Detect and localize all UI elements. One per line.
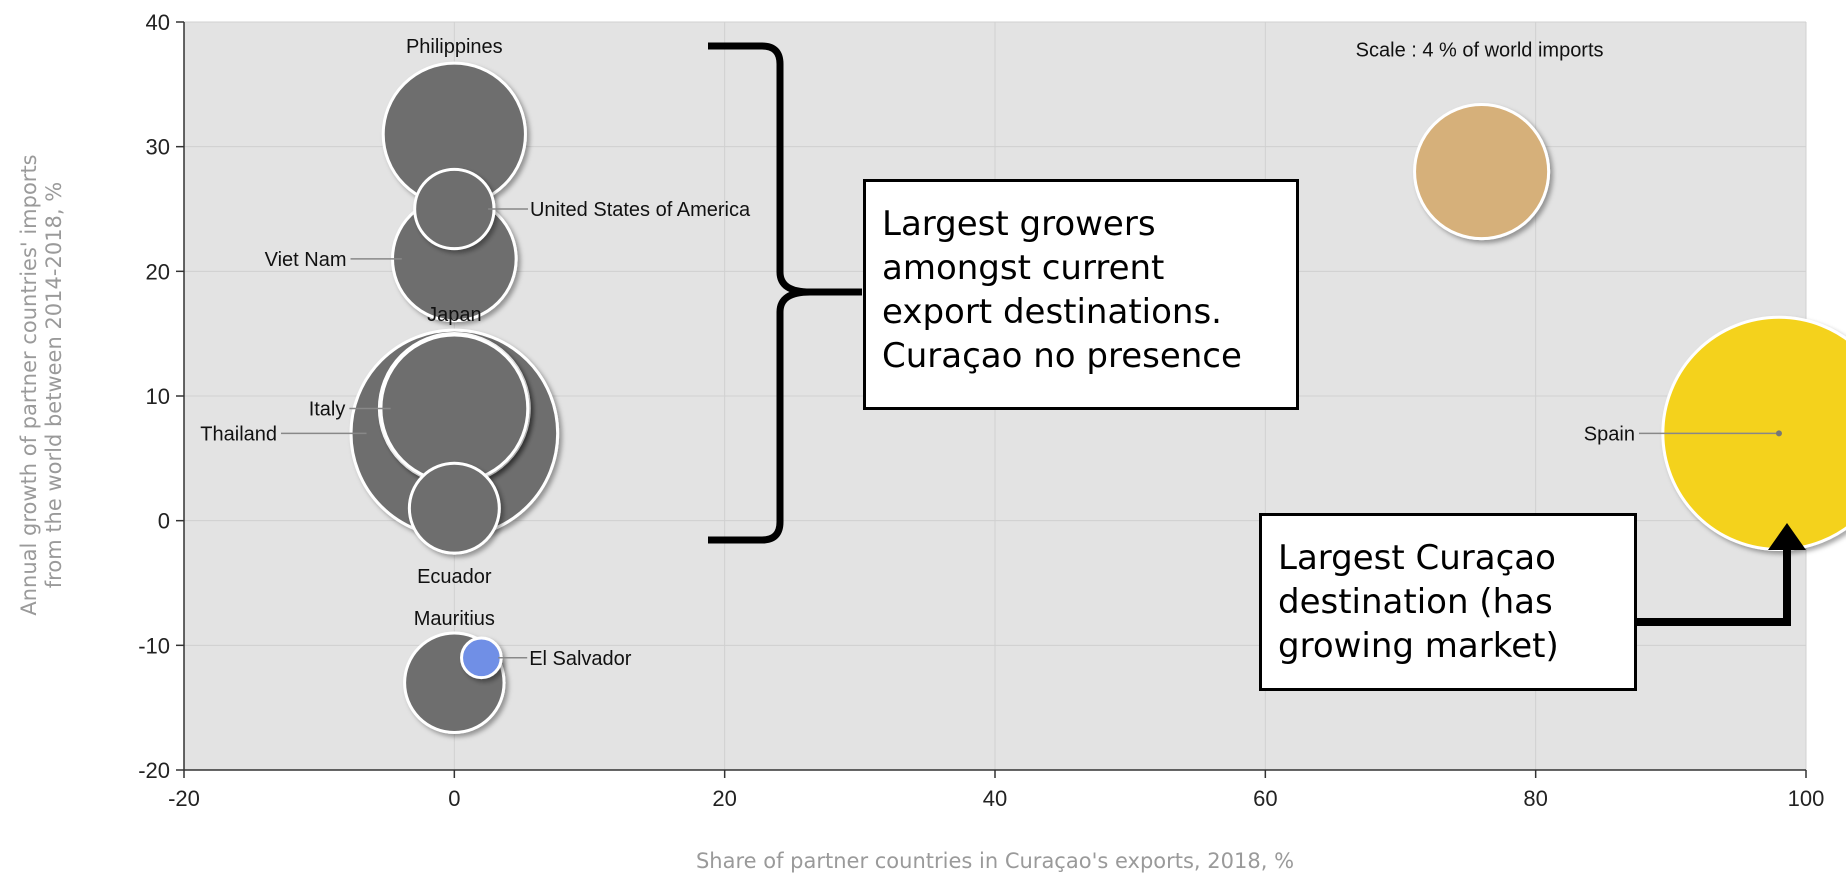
label-viet-nam: Viet Nam [265,249,347,271]
x-tick-label: -20 [168,786,200,811]
y-tick-label: 40 [146,10,170,35]
y-tick-label: 30 [146,135,170,160]
x-axis-title: Share of partner countries in Curaçao's … [696,849,1294,873]
y-tick-label: -10 [138,633,170,658]
y-tick-label: 10 [146,384,170,409]
y-tick-label: 20 [146,259,170,284]
callout-largest-destination: Largest Curaçao destination (has growing… [1259,513,1637,691]
arrow-head [1768,523,1806,550]
y-axis-ticks: -20 -10 0 10 20 30 40 [138,10,184,783]
label-mauritius: Mauritius [414,608,495,630]
x-tick-label: 60 [1253,786,1277,811]
x-tick-label: 20 [712,786,736,811]
scale-marker-label: Scale : 4 % of world imports [1356,40,1604,62]
label-spain: Spain [1584,423,1635,445]
bubble-el-salvador [460,636,503,680]
svg-text:from the world between 2014-20: from the world between 2014-2018, % [42,182,66,588]
x-tick-label: 40 [983,786,1007,811]
label-japan: Japan [427,304,482,326]
bubble-scale-marker [1413,103,1551,241]
bubble-japan [379,333,530,484]
bubble-labels: Philippines United States of America Viet … [200,36,1782,670]
x-axis-ticks: -20 0 20 40 60 80 100 [168,770,1824,811]
bubble-ecuador [407,461,501,555]
label-thailand: Thailand [200,423,277,445]
bubbles [349,61,1846,734]
y-tick-label: -20 [138,758,170,783]
label-philippines: Philippines [406,36,503,58]
x-tick-label: 0 [448,786,460,811]
callout-largest-growers: Largest growers amongst current export d… [863,179,1299,410]
label-italy: Italy [309,398,346,420]
label-el-salvador: El Salvador [529,648,632,670]
y-axis-title: Annual growth of partner countries' impo… [17,154,66,615]
bracket-growers [708,42,862,544]
label-ecuador: Ecuador [417,566,492,588]
arrow-to-spain [1635,545,1791,626]
x-tick-label: 100 [1788,786,1825,811]
svg-text:Annual growth of partner count: Annual growth of partner countries' impo… [17,154,41,615]
leader-dot [1775,430,1782,437]
x-tick-label: 80 [1523,786,1547,811]
bubble-united-states-of-america [413,167,496,251]
y-tick-label: 0 [158,509,170,534]
label-united-states-of-america: United States of America [530,199,751,221]
